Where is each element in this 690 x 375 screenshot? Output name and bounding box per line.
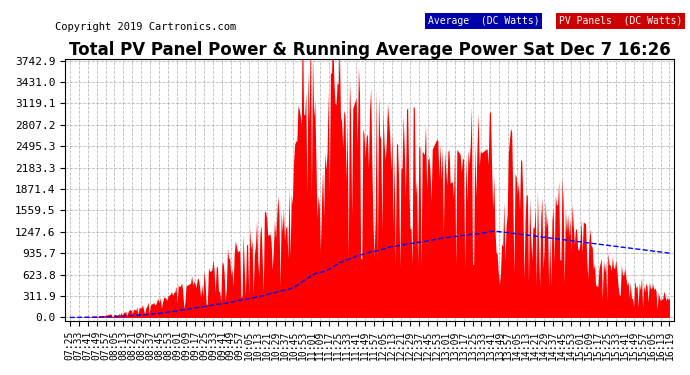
Text: PV Panels  (DC Watts): PV Panels (DC Watts) [559,16,682,26]
Title: Total PV Panel Power & Running Average Power Sat Dec 7 16:26: Total PV Panel Power & Running Average P… [69,41,671,59]
Text: Average  (DC Watts): Average (DC Watts) [428,16,540,26]
Text: Copyright 2019 Cartronics.com: Copyright 2019 Cartronics.com [55,22,237,33]
